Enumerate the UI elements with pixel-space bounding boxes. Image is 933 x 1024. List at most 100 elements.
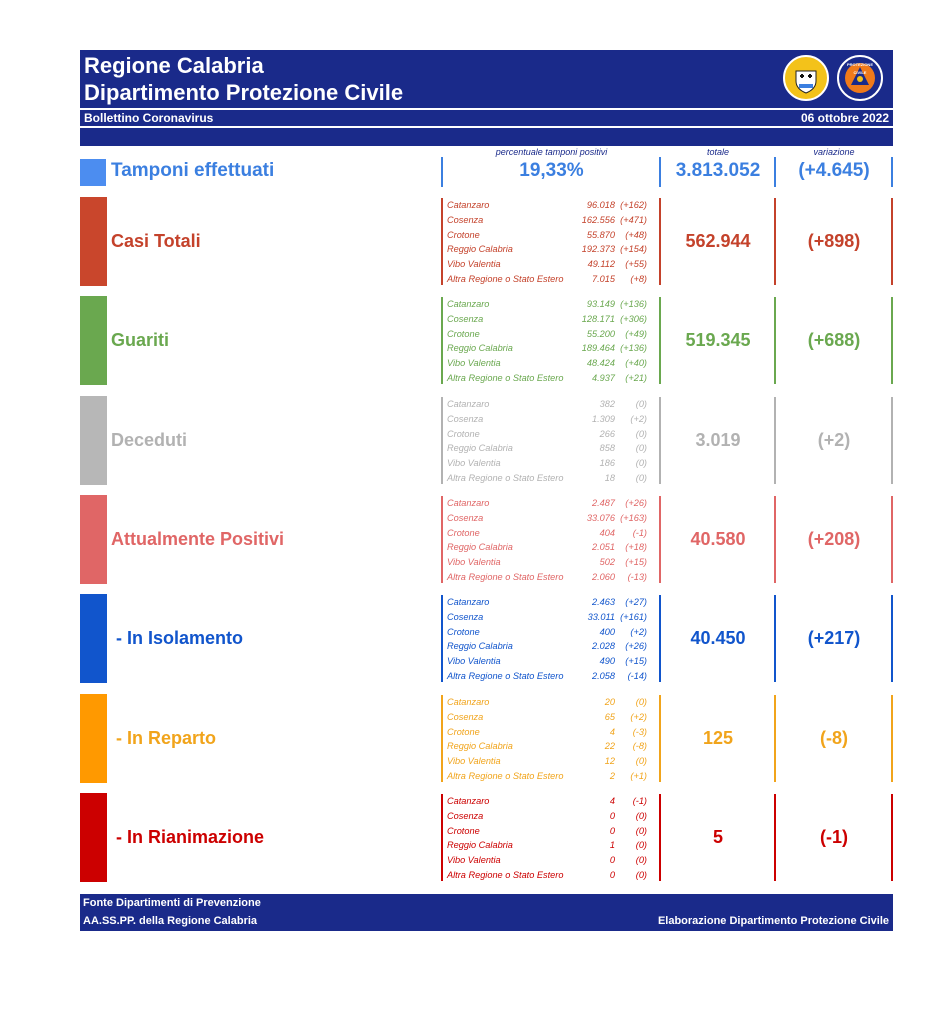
header-divider-bottom: [80, 126, 893, 128]
attualmente-positivi-separator-1: [659, 496, 661, 583]
province-row: Vibo Valentia 186 (0): [447, 456, 655, 471]
footer-credit: Elaborazione Dipartimento Protezione Civ…: [657, 915, 889, 927]
deceduti-separator-2: [774, 397, 776, 484]
deceduti-color-bar: [80, 396, 107, 485]
province-row: Vibo Valentia 502 (+15): [447, 555, 655, 570]
province-row: Cosenza 162.556 (+471): [447, 213, 655, 228]
province-value: 33.076: [586, 512, 615, 523]
in-isolamento-label: - In Isolamento: [116, 628, 244, 648]
province-value: 382: [599, 399, 615, 409]
in-isolamento-separator-3: [891, 595, 893, 682]
tamponi-positive-rate: 19,33%: [519, 160, 584, 181]
province-value: 1: [609, 840, 615, 851]
attualmente-positivi-color-bar: [80, 495, 107, 584]
province-delta: (-13): [627, 571, 647, 582]
province-name: Vibo Valentia: [447, 259, 501, 270]
tamponi-separator-left: [441, 157, 443, 187]
in-rianimazione-variation: (-1): [820, 827, 848, 847]
tamponi-label: Tamponi effettuati: [111, 160, 275, 181]
province-delta: (+163): [620, 512, 647, 523]
in-reparto-separator-0: [441, 695, 443, 782]
province-name: Cosenza: [447, 313, 484, 324]
province-row: Catanzaro 93.149 (+136): [447, 297, 655, 312]
deceduti-variation: (+2): [817, 430, 851, 450]
province-delta: (-3): [632, 726, 647, 737]
attualmente-positivi-variation: (+208): [807, 529, 861, 549]
province-delta: (+26): [625, 641, 647, 652]
province-delta: (0): [635, 697, 647, 707]
province-delta: (0): [635, 472, 647, 483]
guariti-separator-3: [891, 297, 893, 384]
province-row: Cosenza 1.309 (+2): [447, 412, 655, 427]
in-isolamento-separator-0: [441, 595, 443, 682]
province-delta: (0): [635, 428, 647, 439]
province-row: Cosenza 0 (0): [447, 809, 655, 824]
province-name: Catanzaro: [447, 697, 490, 707]
province-value: 22: [604, 741, 615, 752]
province-row: Reggio Calabria 189.464 (+136): [447, 341, 655, 356]
deceduti-label: Deceduti: [111, 430, 188, 450]
province-value: 502: [599, 557, 615, 568]
province-row: Crotone 404 (-1): [447, 526, 655, 541]
casi-totali-separator-3: [891, 198, 893, 285]
casi-totali-variation: (+898): [807, 231, 861, 251]
province-value: 33.011: [587, 611, 615, 622]
guariti-variation: (+688): [807, 330, 861, 350]
header-title-department: Dipartimento Protezione Civile: [84, 80, 404, 105]
in-isolamento-variation: (+217): [807, 628, 861, 648]
province-value: 490: [599, 656, 615, 667]
in-isolamento-color-bar: [80, 594, 107, 683]
province-delta: (0): [635, 825, 647, 836]
guariti-total: 519.345: [685, 330, 751, 350]
province-name: Cosenza: [447, 611, 484, 622]
province-row: Catanzaro 4 (-1): [447, 794, 655, 809]
province-delta: (+49): [625, 328, 647, 339]
province-delta: (+2): [630, 626, 647, 637]
column-label-positive-rate: percentuale tamponi positivi: [495, 147, 608, 157]
province-value: 49.112: [587, 259, 615, 270]
in-rianimazione-separator-0: [441, 794, 443, 881]
province-name: Reggio Calabria: [447, 244, 513, 255]
province-value: 65: [604, 711, 615, 722]
province-row: Altra Regione o Stato Estero 0 (0): [447, 868, 655, 883]
in-rianimazione-separator-3: [891, 794, 893, 881]
header-banner: Regione Calabria Dipartimento Protezione…: [80, 50, 893, 146]
province-value: 266: [599, 428, 615, 439]
province-delta: (+161): [620, 611, 647, 622]
in-rianimazione-label: - In Rianimazione: [116, 827, 265, 847]
province-delta: (0): [635, 443, 647, 454]
in-isolamento-province-list: Catanzaro 2.463 (+27) Cosenza 33.011 (+161) Cr…: [447, 595, 655, 684]
province-name: Catanzaro: [447, 200, 490, 210]
province-name: Vibo Valentia: [447, 855, 501, 866]
in-rianimazione-province-list: Catanzaro 4 (-1) Cosenza 0 (0) Crotone 0 (0) Regg…: [447, 794, 655, 883]
province-row: Crotone 0 (0): [447, 824, 655, 839]
province-value: 2.487: [592, 498, 615, 508]
province-delta: (+21): [625, 372, 647, 383]
province-delta: (+27): [625, 597, 647, 607]
column-label-variation: variazione: [813, 147, 855, 157]
tamponi-color-swatch: [80, 159, 106, 186]
province-row: Reggio Calabria 192.373 (+154): [447, 242, 655, 257]
province-delta: (+40): [625, 358, 647, 369]
province-name: Cosenza: [447, 810, 484, 821]
province-delta: (0): [635, 855, 647, 866]
province-delta: (+136): [620, 343, 647, 354]
deceduti-total: 3.019: [695, 430, 741, 450]
province-row: Altra Regione o Stato Estero 2.058 (-14): [447, 669, 655, 684]
province-row: Cosenza 33.011 (+161): [447, 610, 655, 625]
province-row: Catanzaro 382 (0): [447, 397, 655, 412]
tamponi-variation: (+4.645): [798, 160, 870, 181]
province-name: Cosenza: [447, 711, 484, 722]
casi-totali-separator-0: [441, 198, 443, 285]
deceduti-separator-0: [441, 397, 443, 484]
province-delta: (+154): [620, 244, 647, 255]
province-name: Vibo Valentia: [447, 458, 501, 469]
province-row: Vibo Valentia 12 (0): [447, 754, 655, 769]
province-delta: (+48): [625, 229, 647, 240]
header-date: 06 ottobre 2022: [800, 111, 889, 125]
province-value: 162.556: [581, 214, 615, 225]
province-row: Altra Regione o Stato Estero 4.937 (+21): [447, 371, 655, 386]
province-value: 93.149: [586, 299, 615, 309]
province-row: Altra Regione o Stato Estero 2 (+1): [447, 769, 655, 784]
province-name: Altra Regione o Stato Estero: [447, 770, 564, 781]
